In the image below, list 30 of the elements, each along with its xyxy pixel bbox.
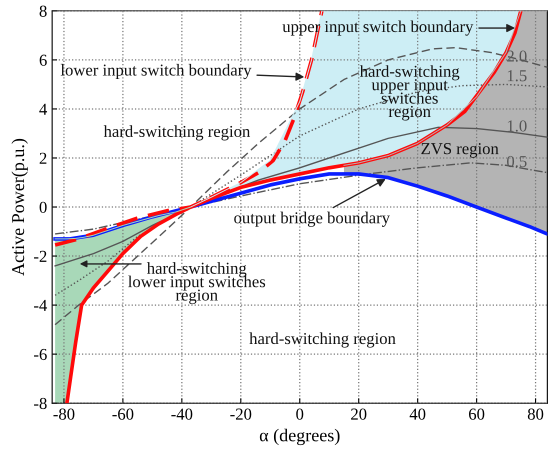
- y-tick-label: 6: [40, 54, 47, 66]
- x-tick-label: -80: [53, 408, 74, 420]
- annotation: hard-switching region: [104, 125, 250, 140]
- line-series: [54, 46, 548, 326]
- annotation: hard-switching region: [249, 332, 396, 348]
- x-tick-label: -60: [112, 408, 134, 420]
- y-tick-label: -2: [34, 250, 46, 262]
- x-tick-label: 40: [410, 408, 426, 420]
- y-tick-label: -8: [34, 398, 47, 410]
- y-tick-label: 0: [40, 202, 47, 213]
- annotation: lower input switch boundary: [60, 64, 252, 80]
- annotation: output bridge boundary: [234, 212, 390, 227]
- x-tick-label: 0: [296, 408, 304, 420]
- x-tick-label: -20: [230, 408, 252, 420]
- y-axis-title: Active Power(p.u.): [11, 138, 28, 276]
- x-tick-label: 60: [468, 408, 484, 420]
- series-label: 1.0: [508, 120, 527, 132]
- y-tick-label: -6: [34, 348, 47, 360]
- annotation: ZVS region: [421, 143, 499, 158]
- x-axis-title: α (degrees): [260, 428, 340, 446]
- annotation: hard-switching lower input switches region: [128, 262, 266, 304]
- y-tick-label: 8: [40, 6, 47, 17]
- y-tick-label: 2: [40, 152, 46, 164]
- x-tick-label: 80: [528, 408, 544, 420]
- y-tick-label: 4: [39, 104, 48, 115]
- series-label: 1.5: [508, 70, 527, 82]
- y-tick-label: -4: [34, 300, 48, 311]
- series-label: 2.0: [507, 50, 527, 62]
- x-tick-label: -40: [171, 408, 192, 420]
- x-tick-label: 20: [351, 408, 366, 420]
